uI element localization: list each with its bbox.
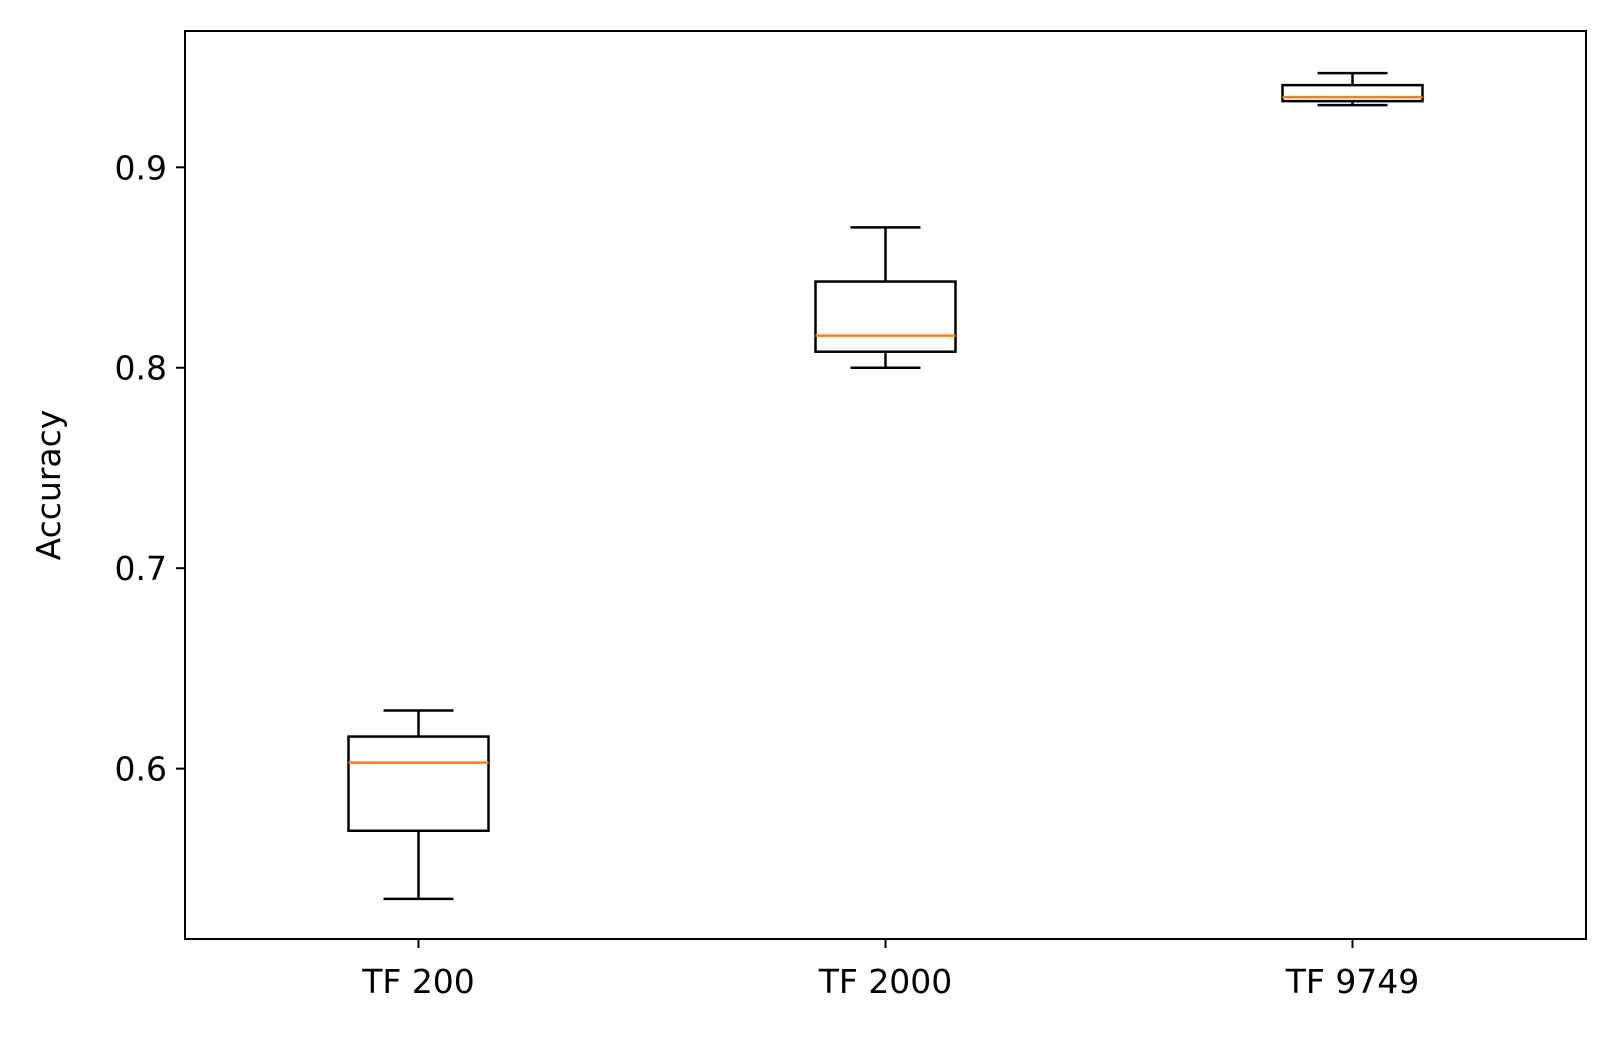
x-tick-label-0: TF 200 [361,962,475,1001]
box-iqr-0 [347,735,490,833]
x-axis: TF 200 TF 2000 TF 9749 [361,939,1419,1001]
boxes-layer [347,71,1424,901]
x-tick-label-2: TF 9749 [1285,962,1420,1001]
y-tick-label-3: 0.9 [115,148,167,187]
box-iqr-1 [814,280,957,353]
y-axis-label: Accuracy [29,410,68,561]
y-tick-label-2: 0.8 [115,349,167,388]
box-iqr-2 [1281,83,1424,103]
x-tick-label-1: TF 2000 [818,962,953,1001]
box-group-2 [1281,71,1424,107]
y-tick-label-1: 0.7 [115,549,167,588]
y-axis: 0.6 0.7 0.8 0.9 [115,148,185,789]
y-tick-label-0: 0.6 [115,750,167,789]
box-group-1 [814,226,957,369]
box-group-0 [347,709,490,901]
